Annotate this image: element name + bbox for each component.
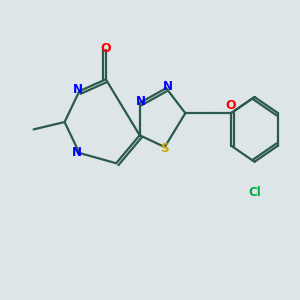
Text: S: S	[160, 142, 169, 155]
Text: N: N	[71, 146, 81, 159]
Text: O: O	[226, 99, 236, 112]
Text: O: O	[100, 42, 111, 55]
Text: N: N	[73, 83, 83, 96]
Text: Cl: Cl	[248, 186, 261, 199]
Text: N: N	[136, 95, 146, 108]
Text: N: N	[163, 80, 173, 93]
